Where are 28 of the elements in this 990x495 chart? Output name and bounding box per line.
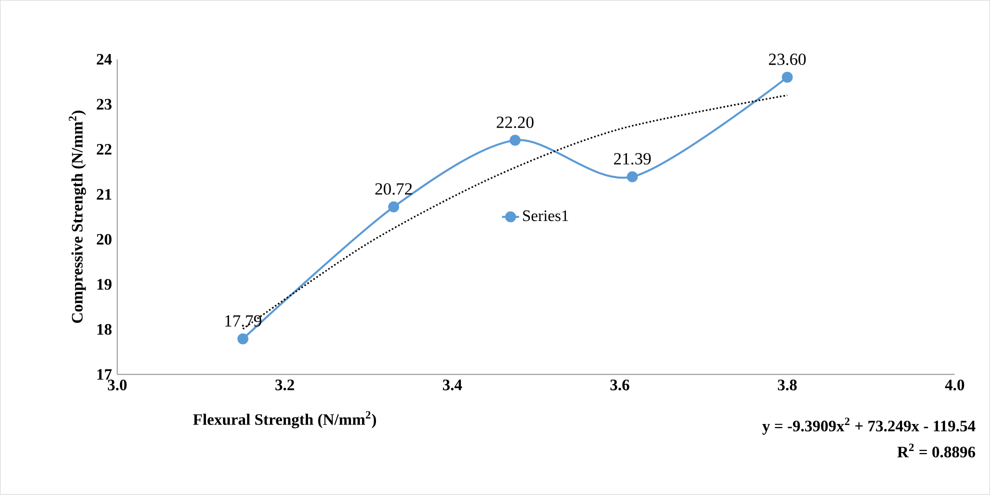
point — [782, 72, 793, 83]
y-axis-title: Compressive Strength (N/mm$^{2}$) — [68, 110, 86, 324]
data-label: 22.20 — [496, 116, 534, 128]
y-tick-label: 22 — [96, 144, 112, 155]
text: R$^{2}$ = 0.8896 — [897, 444, 976, 458]
point — [388, 202, 400, 213]
x-tick-label: 3.0 — [108, 380, 127, 391]
y-tick-label: 17 — [97, 369, 112, 380]
x-tick-label: 3.6 — [610, 380, 630, 391]
x-axis-title: Flexural Strength (N/mm$^{2}$) — [193, 411, 376, 428]
y-tick-label: 20 — [96, 234, 112, 245]
point — [626, 171, 638, 182]
y-tick-label: 18 — [97, 324, 112, 335]
y-tick-label: 19 — [97, 279, 112, 290]
x-tick-label: 3.8 — [778, 380, 797, 391]
data-label: 21.39 — [614, 153, 651, 165]
y-tick-label: 23 — [96, 99, 112, 110]
point — [510, 134, 521, 146]
legend-label: Series1 — [523, 210, 568, 222]
y-tick-label: 21 — [96, 189, 112, 200]
text: y = -9.3909x$^{2}$ + 73.249x - 119.54 — [762, 418, 976, 435]
point — [237, 334, 248, 344]
data-label: 23.60 — [768, 54, 806, 66]
data-label: 20.72 — [375, 183, 412, 195]
y-tick-label: 24 — [96, 54, 112, 65]
x-tick-label: 4.0 — [945, 380, 964, 391]
x-tick-label: 3.2 — [275, 380, 294, 391]
x-tick-label: 3.4 — [442, 380, 462, 391]
